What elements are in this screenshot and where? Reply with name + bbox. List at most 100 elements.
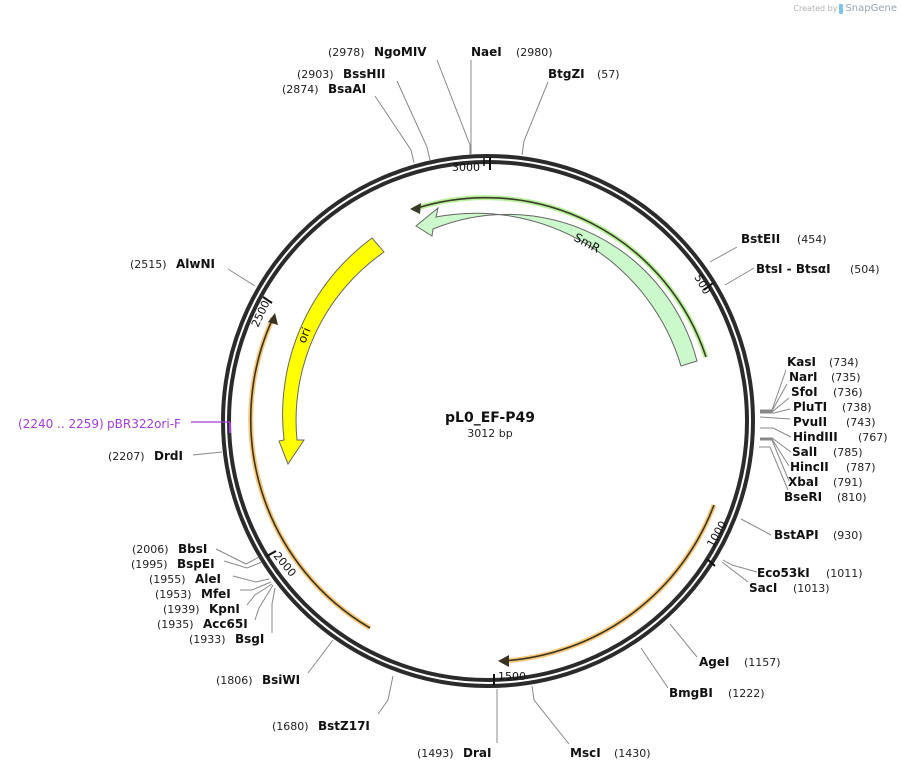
site-drai[interactable]: (1493) DraI (417, 746, 491, 760)
credit-prefix: Created by (793, 4, 838, 13)
svg-text:HindIII: HindIII (793, 430, 838, 444)
credit-brand: SnapGene (845, 3, 897, 14)
svg-text:BsaAI: BsaAI (328, 82, 366, 96)
svg-text:NarI: NarI (789, 370, 818, 384)
svg-text:DrdI: DrdI (154, 449, 183, 463)
site-nari[interactable]: NarI (735) (789, 370, 861, 384)
smr-direction-arrow[interactable] (410, 195, 709, 358)
svg-text:(1935): (1935) (157, 618, 194, 631)
backbone-ring[interactable] (221, 154, 755, 688)
svg-text:(738): (738) (842, 401, 872, 414)
site-ngomiv[interactable]: (2978) NgoMIV (328, 45, 427, 59)
snapgene-credit: Created by SnapGene (793, 3, 897, 14)
svg-text:(735): (735) (831, 371, 861, 384)
svg-text:(454): (454) (797, 233, 827, 246)
svg-text:PluTI: PluTI (793, 400, 827, 414)
svg-text:(810): (810) (837, 491, 867, 504)
site-kasi[interactable]: KasI (734) (787, 355, 859, 369)
feature-smr[interactable]: SmR (415, 206, 698, 367)
svg-text:(1013): (1013) (793, 582, 830, 595)
site-bsgi[interactable]: (1933) BsgI (189, 632, 264, 646)
svg-text:(2207): (2207) (108, 450, 145, 463)
svg-text:NgoMIV: NgoMIV (374, 45, 427, 59)
snapgene-logo-icon (839, 3, 844, 14)
site-saci[interactable]: SacI (1013) (749, 581, 830, 595)
svg-text:(1953): (1953) (155, 588, 192, 601)
svg-text:BtgZI: BtgZI (548, 67, 585, 81)
svg-text:MscI: MscI (570, 746, 601, 760)
site-btsi[interactable]: BtsI - BtsαI (504) (756, 262, 880, 276)
site-acc65i[interactable]: (1935) Acc65I (157, 617, 248, 631)
svg-text:BstAPI: BstAPI (774, 528, 819, 542)
site-msci[interactable]: MscI (1430) (570, 746, 651, 760)
svg-text:SfoI: SfoI (791, 385, 818, 399)
svg-text:PvuII: PvuII (793, 415, 827, 429)
svg-text:(743): (743) (846, 416, 876, 429)
site-bsshii[interactable]: (2903) BssHII (297, 67, 385, 81)
site-sali[interactable]: SalI (785) (792, 445, 863, 459)
svg-text:MfeI: MfeI (201, 587, 231, 601)
svg-text:BsiWI: BsiWI (262, 673, 300, 687)
site-pvuii[interactable]: PvuII (743) (793, 415, 876, 429)
site-hindiii[interactable]: HindIII (767) (793, 430, 888, 444)
site-eco53ki[interactable]: Eco53kI (1011) (757, 566, 863, 580)
site-bseri[interactable]: BseRI (810) (784, 490, 867, 504)
svg-text:(1430): (1430) (614, 747, 651, 760)
svg-text:(504): (504) (850, 263, 880, 276)
svg-text:(785): (785) (833, 446, 863, 459)
svg-text:(2903): (2903) (297, 68, 334, 81)
site-kpni[interactable]: (1939) KpnI (163, 602, 240, 616)
svg-text:SalI: SalI (792, 445, 817, 459)
site-alwni[interactable]: (2515) AlwNI (130, 257, 215, 271)
feature-label-ori: ori (295, 325, 314, 345)
svg-text:AleI: AleI (195, 572, 221, 586)
svg-text:(1955): (1955) (149, 573, 186, 586)
site-sfoi[interactable]: SfoI (736) (791, 385, 863, 399)
svg-text:BmgBI: BmgBI (669, 686, 713, 700)
svg-text:(1680): (1680) (272, 720, 309, 733)
svg-text:BtsI - BtsαI: BtsI - BtsαI (756, 262, 831, 276)
site-bbsi[interactable]: (2006) BbsI (132, 542, 207, 556)
site-bstapi[interactable]: BstAPI (930) (774, 528, 863, 542)
site-mfei[interactable]: (1953) MfeI (155, 587, 231, 601)
svg-text:(1011): (1011) (826, 567, 863, 580)
site-alei[interactable]: (1955) AleI (149, 572, 221, 586)
site-naei[interactable]: NaeI (2980) (471, 45, 553, 59)
site-btgzi[interactable]: BtgZI (57) (548, 67, 620, 81)
svg-text:BsgI: BsgI (235, 632, 264, 646)
site-xbai[interactable]: XbaI (791) (788, 475, 863, 489)
site-bmgbi[interactable]: BmgBI (1222) (669, 686, 765, 700)
svg-text:(1157): (1157) (744, 656, 781, 669)
site-drdi[interactable]: (2207) DrdI (108, 449, 183, 463)
site-bspei[interactable]: (1995) BspEI (131, 557, 215, 571)
tick-marks (262, 157, 716, 685)
site-bsiwi[interactable]: (1806) BsiWI (216, 673, 300, 687)
site-agei[interactable]: AgeI (1157) (699, 655, 781, 669)
site-bsaai[interactable]: (2874) BsaAI (282, 82, 366, 96)
site-bstz17i[interactable]: (1680) BstZ17I (272, 719, 370, 733)
svg-text:BseRI: BseRI (784, 490, 822, 504)
svg-text:(734): (734) (829, 356, 859, 369)
svg-text:Acc65I: Acc65I (203, 617, 248, 631)
orf-arrow-right[interactable] (498, 504, 717, 667)
svg-text:KasI: KasI (787, 355, 816, 369)
primer-pbr322ori-f[interactable]: (2240 .. 2259) pBR322ori-F (18, 417, 231, 433)
svg-text:AgeI: AgeI (699, 655, 729, 669)
orf-arrow-left[interactable] (248, 313, 372, 631)
tick-label-3000: 3000 (452, 161, 480, 174)
svg-text:NaeI: NaeI (471, 45, 502, 59)
site-bsteii[interactable]: BstEII (454) (741, 232, 827, 246)
site-pluti[interactable]: PluTI (738) (793, 400, 872, 414)
svg-text:BspEI: BspEI (177, 557, 215, 571)
feature-ori[interactable]: ori (278, 237, 385, 466)
primer-range: (2240 .. 2259) (18, 417, 104, 431)
site-hincii[interactable]: HincII (787) (790, 460, 876, 474)
svg-text:(1806): (1806) (216, 674, 253, 687)
svg-text:BssHII: BssHII (343, 67, 385, 81)
svg-text:BbsI: BbsI (178, 542, 207, 556)
svg-text:(1933): (1933) (189, 633, 226, 646)
svg-text:(2874): (2874) (282, 83, 319, 96)
svg-text:KpnI: KpnI (209, 602, 240, 616)
svg-text:(1995): (1995) (131, 558, 168, 571)
